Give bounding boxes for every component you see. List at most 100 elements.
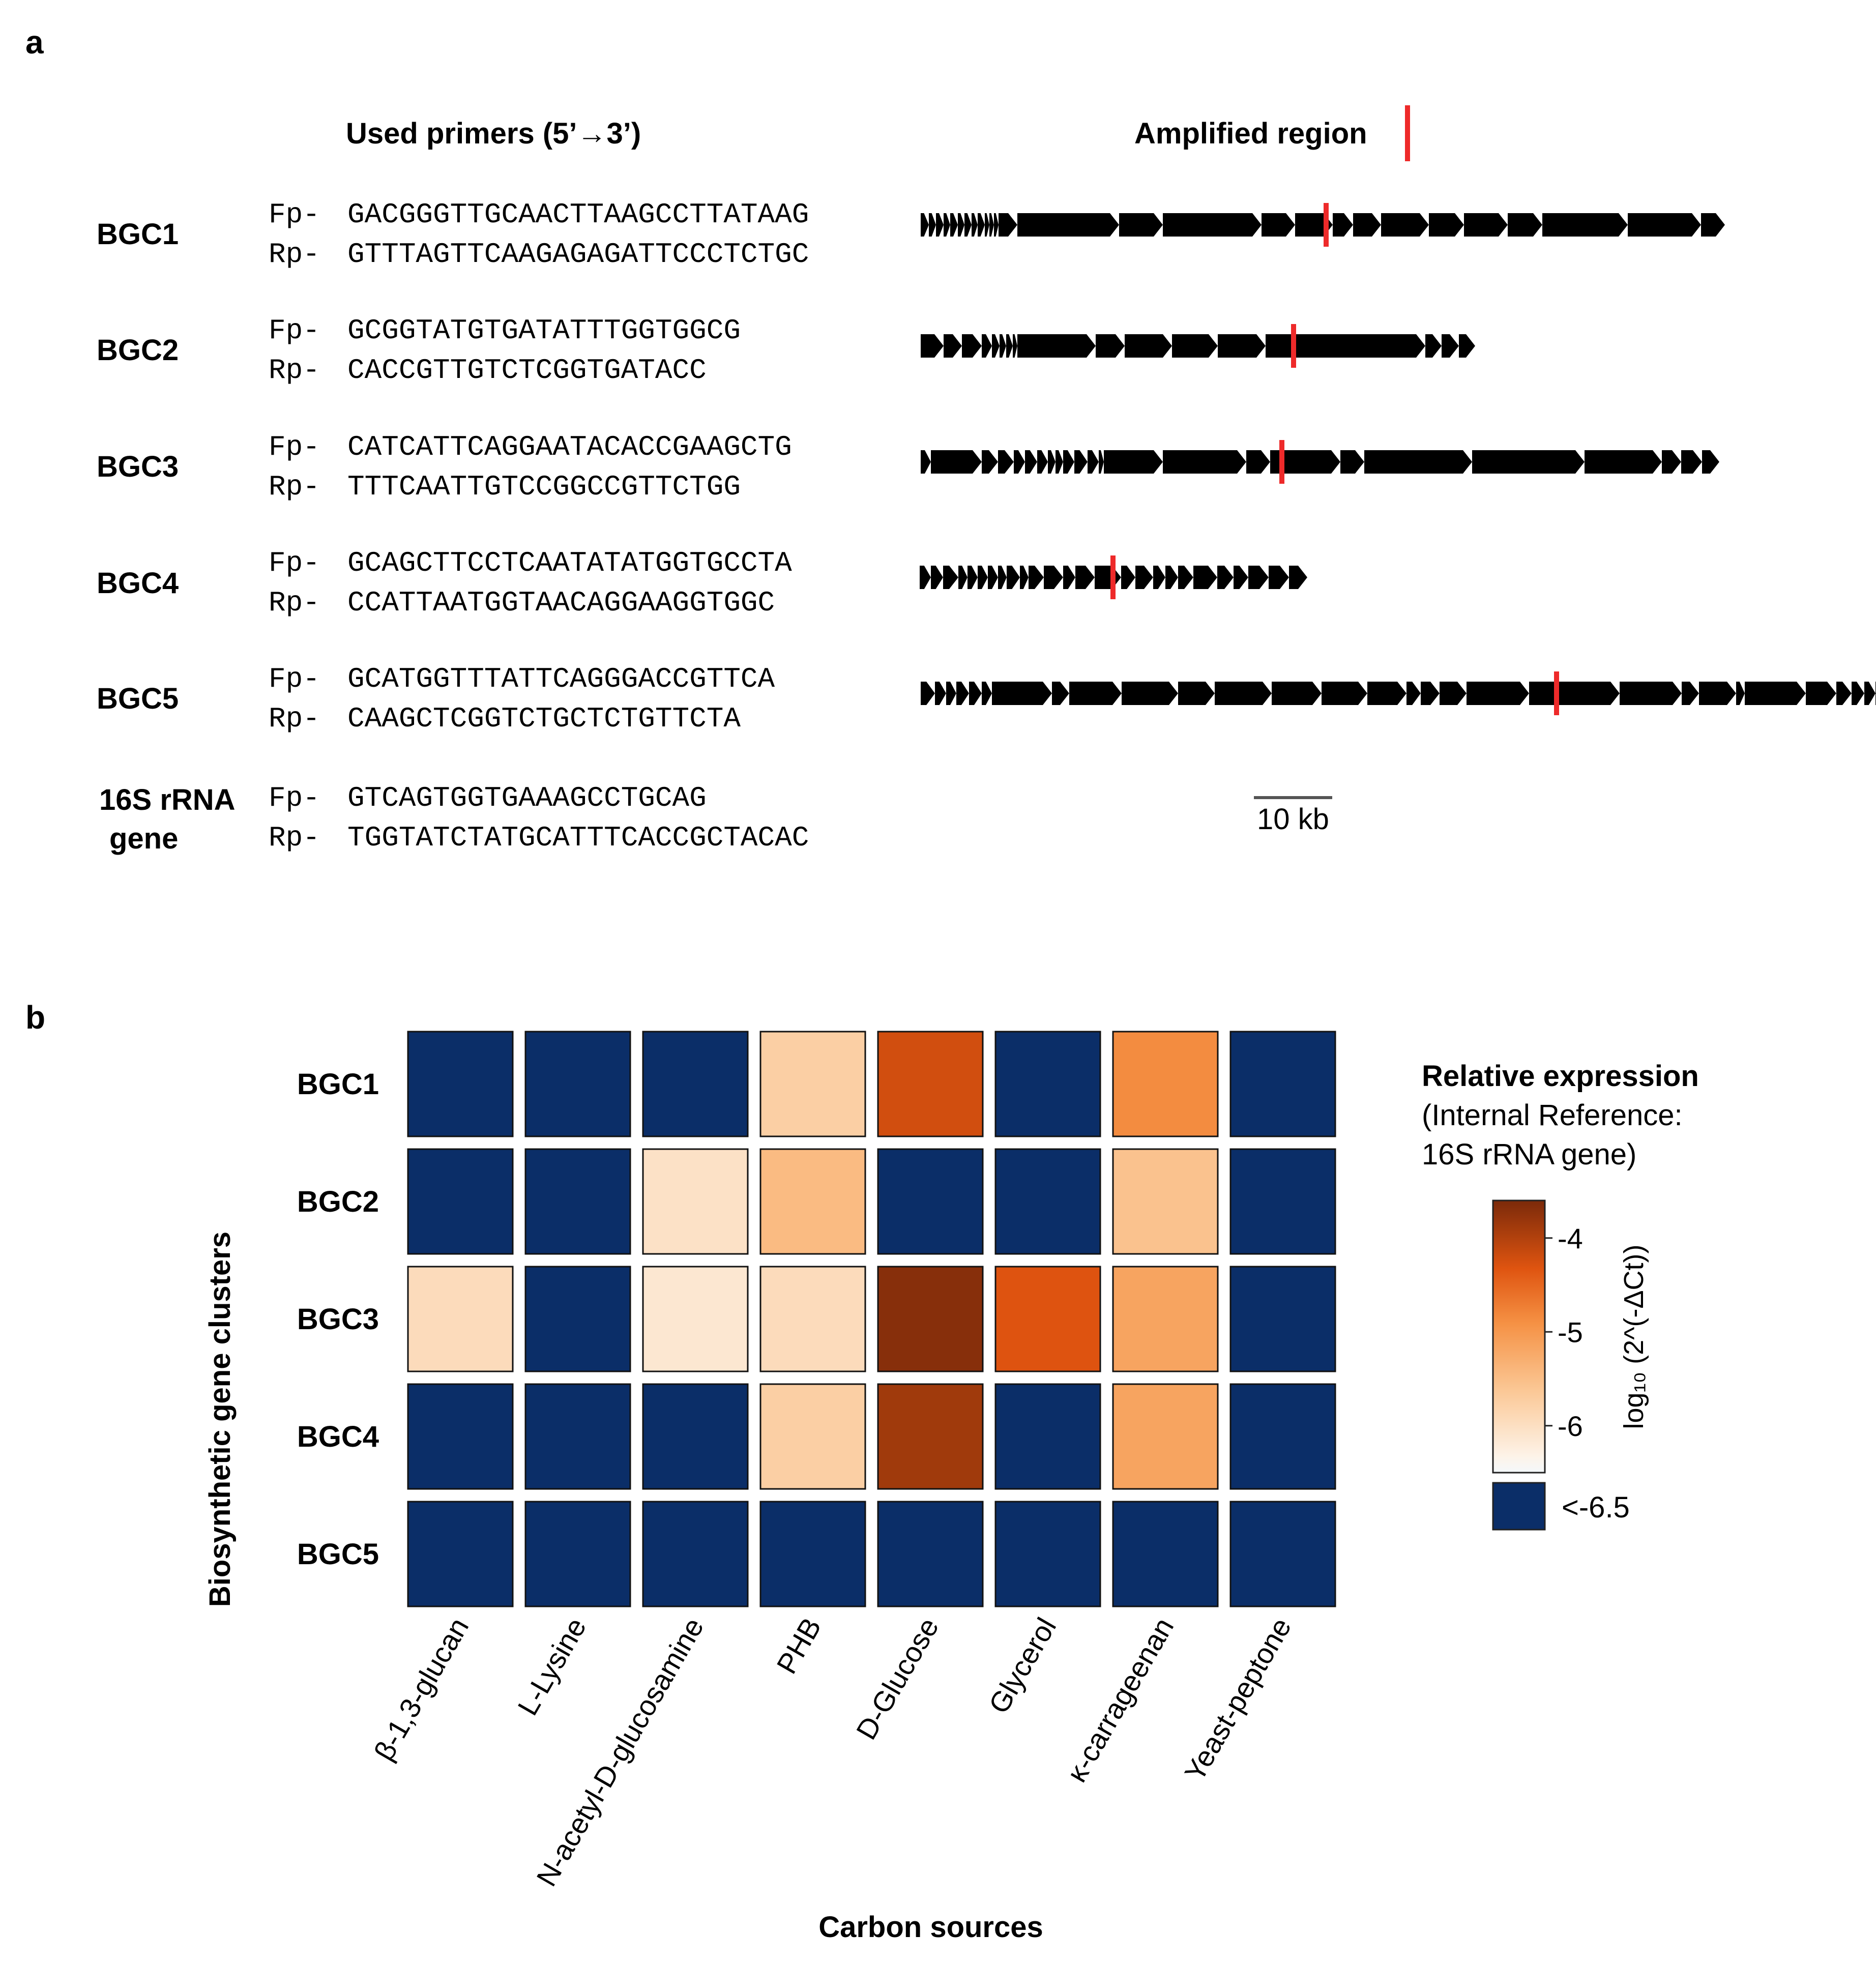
bgc5-gene-arrow-14 — [1322, 682, 1367, 705]
bgc1-gene-arrow-7 — [964, 213, 972, 237]
16s-rp-seq: TGGTATCTATGCATTTCACCGCTACAC — [347, 822, 809, 854]
bgc5-label: BGC5 — [97, 682, 179, 715]
bgc3-gene-arrow-19 — [1364, 450, 1472, 474]
bgc1-gene-arrow-1 — [921, 213, 929, 237]
bgc3-gene-arrow-10 — [1063, 450, 1074, 474]
bgc3-gene-arrow-8 — [1048, 450, 1056, 474]
bgc5-gene-arrow-25 — [1745, 682, 1806, 705]
bgc1-gene-arrow-23 — [1464, 213, 1508, 237]
bgc5-gene-arrow-13 — [1272, 682, 1322, 705]
bgc4-gene-arrow-2 — [931, 566, 943, 589]
bgc5-fp-prefix: Fp- — [269, 663, 320, 695]
heatmap-cell-bgc1-col3 — [642, 1031, 749, 1137]
bgc1-gene-arrow-8 — [972, 213, 978, 237]
bgc5-gene-arrow-27 — [1836, 682, 1852, 705]
heatmap-cell-bgc3-col7 — [1112, 1266, 1219, 1372]
scale-bar — [1254, 796, 1332, 799]
heatmap-cell-bgc2-col4 — [759, 1148, 866, 1255]
bgc1-fp-seq: GACGGGTTGCAACTTAAGCCTTATAAG — [347, 198, 809, 231]
16s-rp-prefix: Rp- — [269, 822, 320, 854]
heatmap-cell-bgc1-col4 — [759, 1031, 866, 1137]
heatmap-cell-bgc5-col1 — [407, 1501, 514, 1607]
bgc4-gene-arrow-15 — [1095, 566, 1121, 589]
bgc5-gene-arrow-17 — [1421, 682, 1440, 705]
panel-a: a Used primers (5’→3’) Amplified region … — [25, 24, 1876, 855]
bgc3-gene-arrow-23 — [1681, 450, 1702, 474]
heatmap-x-axis-title: Carbon sources — [818, 1911, 1043, 1944]
bgc1-rp-prefix: Rp- — [269, 238, 320, 271]
bgc2-gene-arrow-14 — [1266, 334, 1425, 358]
bgc3-fp-seq: CATCATTCAGGAATACACCGAAGCTG — [347, 431, 792, 463]
bgc3-gene-arrow-15 — [1163, 450, 1246, 474]
heatmap-cell-bgc3-col5 — [877, 1266, 984, 1372]
bgc2-gene-arrow-9 — [1017, 334, 1096, 358]
bgc1-gene-arrow-11 — [989, 213, 994, 237]
heatmap-cell-bgc5-col4 — [759, 1501, 866, 1607]
bgc2-gene-arrow-10 — [1096, 334, 1125, 358]
bgc4-gene-arrow-22 — [1217, 566, 1234, 589]
heatmap-column-label-5: D-Glucose — [850, 1613, 945, 1745]
bgc1-gene-arrow-17 — [1262, 213, 1295, 237]
bgc1-gene-arrow-12 — [994, 213, 999, 237]
bgc5-gene-arrow-11 — [1178, 682, 1215, 705]
bgc5-gene-arrow-2 — [935, 682, 946, 705]
heatmap-column-label-7: κ-carrageenan — [1060, 1613, 1180, 1788]
heatmap — [407, 1031, 1336, 1607]
bgc4-gene-arrow-16 — [1121, 566, 1135, 589]
heatmap-column-label-8: Yeast-peptone — [1178, 1613, 1297, 1787]
bgc1-gene-arrow-22 — [1429, 213, 1464, 237]
heatmap-row-label-bgc2: BGC2 — [297, 1185, 379, 1218]
amplified-region-legend-marker — [1405, 105, 1410, 161]
bgc2-gene-arrow-16 — [1442, 334, 1459, 358]
legend-subtitle-line2: 16S rRNA gene) — [1422, 1138, 1636, 1171]
bgc1-rp-seq: GTTTAGTTCAAGAGAGATTCCCTCTGC — [347, 238, 809, 271]
bgc4-gene-arrow-23 — [1234, 566, 1248, 589]
heatmap-cell-bgc2-col7 — [1112, 1148, 1219, 1255]
bgc5-gene-arrow-8 — [1052, 682, 1069, 705]
bgc3-gene-arrow-11 — [1074, 450, 1088, 474]
bgc2-label: BGC2 — [97, 334, 179, 367]
bgc3-gene-arrow-6 — [1025, 450, 1037, 474]
below-threshold-label: <-6.5 — [1562, 1491, 1630, 1524]
heatmap-cell-bgc1-col1 — [407, 1031, 514, 1137]
heatmap-row-label-bgc4: BGC4 — [297, 1420, 379, 1453]
heatmap-cell-bgc3-col3 — [642, 1266, 749, 1372]
heatmap-cell-bgc2-col5 — [877, 1148, 984, 1255]
colorbar-tick-label--5: -5 — [1558, 1316, 1583, 1348]
bgc3-gene-arrow-12 — [1088, 450, 1099, 474]
bgc1-gene-arrow-3 — [936, 213, 944, 237]
bgc4-gene-arrow-5 — [968, 566, 978, 589]
heatmap-legend: Relative expression (Internal Reference:… — [1422, 1060, 1699, 1531]
bgc5-gene-arrow-20 — [1529, 682, 1620, 705]
heatmap-cell-bgc4-col7 — [1112, 1383, 1219, 1490]
bgc4-fp-prefix: Fp- — [269, 547, 320, 579]
bgc1-gene-arrow-13 — [999, 213, 1017, 237]
bgc4-gene-arrow-13 — [1063, 566, 1075, 589]
bgc4-gene-arrow-24 — [1248, 566, 1269, 589]
bgc4-rp-seq: CCATTAATGGTAACAGGAAGGTGGC — [347, 587, 775, 619]
bgc5-gene-arrow-9 — [1069, 682, 1122, 705]
heatmap-cell-bgc3-col6 — [994, 1266, 1101, 1372]
bgc2-gene-arrow-12 — [1172, 334, 1218, 358]
primer-sequences: Fp- GACGGGTTGCAACTTAAGCCTTATAAG Rp- GTTT… — [269, 198, 809, 854]
bgc1-gene-arrow-10 — [985, 213, 989, 237]
bgc1-gene-arrow-19 — [1333, 213, 1353, 237]
heatmap-cell-bgc1-col8 — [1229, 1031, 1336, 1137]
bgc4-gene-arrow-8 — [998, 566, 1007, 589]
heatmap-cell-bgc2-col8 — [1229, 1148, 1336, 1255]
heatmap-cell-bgc3-col1 — [407, 1266, 514, 1372]
heatmap-cell-bgc2-col3 — [642, 1148, 749, 1255]
bgc4-gene-arrow-6 — [978, 566, 988, 589]
bgc5-gene-arrow-1 — [921, 682, 935, 705]
bgc3-gene-arrow-9 — [1056, 450, 1063, 474]
bgc1-gene-arrow-2 — [929, 213, 936, 237]
heatmap-y-axis-title: Biosynthetic gene clusters — [203, 1232, 237, 1607]
below-threshold-swatch — [1492, 1482, 1546, 1531]
bgc4-fp-seq: GCAGCTTCCTCAATATATGGTGCCTA — [347, 547, 792, 579]
bgc3-gene-arrow-7 — [1037, 450, 1048, 474]
bgc5-gene-arrow-7 — [992, 682, 1052, 705]
bgc4-gene-arrow-26 — [1289, 566, 1307, 589]
heatmap-cell-bgc1-col7 — [1112, 1031, 1219, 1137]
bgc1-fp-prefix: Fp- — [269, 198, 320, 231]
bgc2-gene-arrow-5 — [992, 334, 1000, 358]
